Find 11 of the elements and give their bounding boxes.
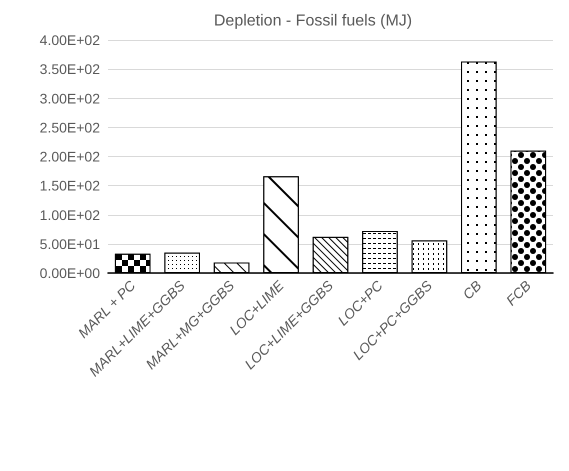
y-tick-label: 0.00E+00 — [40, 265, 100, 281]
x-tick-label: CB — [459, 277, 484, 302]
y-tick-label: 1.50E+02 — [40, 178, 100, 194]
y-tick-label: 2.00E+02 — [40, 148, 100, 164]
y-tick-label: 3.00E+02 — [40, 90, 100, 106]
chart-title: Depletion - Fossil fuels (MJ) — [214, 12, 412, 30]
y-tick-label: 3.50E+02 — [40, 61, 100, 78]
y-tick-label: 2.50E+02 — [40, 119, 100, 136]
y-tick-label: 1.00E+02 — [40, 206, 100, 223]
y-tick-label: 4.00E+02 — [40, 32, 100, 48]
y-tick-label: 5.00E+01 — [40, 236, 100, 252]
